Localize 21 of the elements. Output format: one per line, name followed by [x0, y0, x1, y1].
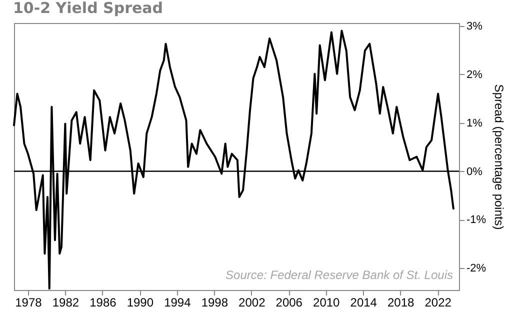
- x-tick-label: 1978: [15, 296, 42, 310]
- y-tick-label: -2%: [466, 262, 486, 275]
- x-tick-label: 2018: [388, 296, 415, 310]
- y-tick-label: 1%: [466, 117, 483, 130]
- x-tick-label: 1982: [52, 296, 80, 310]
- x-tick-label: 1990: [126, 296, 154, 310]
- chart-title: 10-2 Yield Spread: [13, 0, 164, 17]
- y-tick-label: -1%: [466, 214, 486, 226]
- annotation: Source: Federal Reserve Bank of St. Louis: [226, 268, 453, 282]
- x-tick-label: 2006: [276, 296, 303, 310]
- x-tick-label: 2014: [350, 296, 378, 310]
- y-tick-label: 3%: [466, 20, 483, 32]
- x-tick-label: 1986: [90, 296, 117, 310]
- x-tick-label: 2022: [424, 296, 452, 310]
- y-tick-label: 0%: [466, 166, 483, 178]
- y-axis-title: Spread (percentage points): [492, 84, 506, 230]
- x-tick-label: 1998: [201, 296, 228, 310]
- y-tick-label: 2%: [466, 68, 483, 81]
- x-tick-label: 2002: [238, 296, 266, 310]
- x-tick-label: 1994: [164, 296, 192, 310]
- x-tick-label: 2010: [313, 296, 340, 310]
